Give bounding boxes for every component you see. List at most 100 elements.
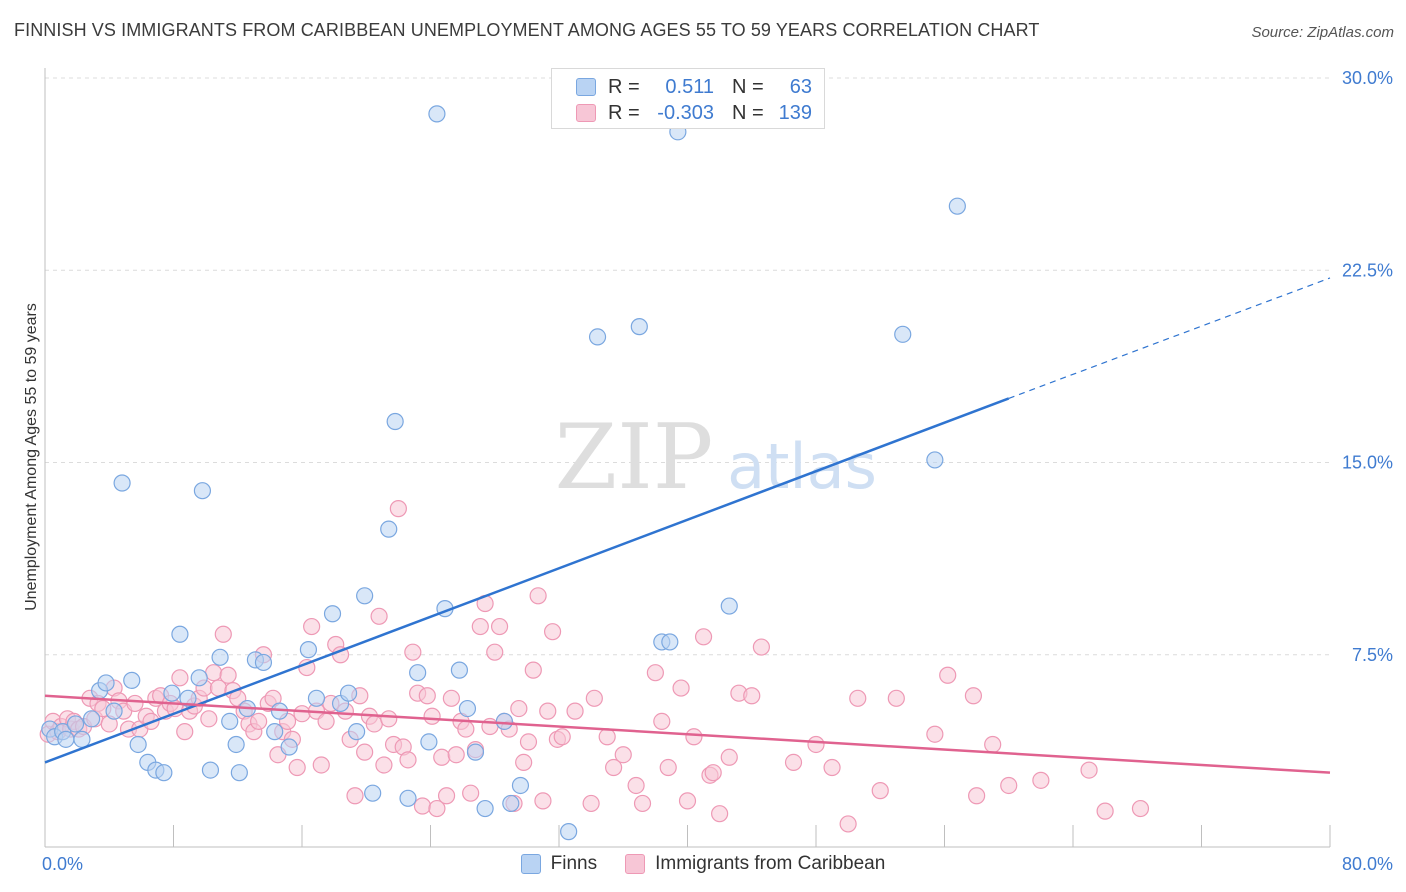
caribbean-point xyxy=(437,787,456,805)
finns-point xyxy=(495,712,513,730)
caribbean-point xyxy=(939,666,957,684)
finns-point xyxy=(511,776,530,795)
caribbean-point xyxy=(582,794,600,813)
y-axis-title: Unemployment Among Ages 55 to 59 years xyxy=(23,303,40,611)
y-tick-label: 30.0% xyxy=(1342,68,1393,88)
gridlines xyxy=(45,77,1330,656)
legend-item-caribbean[interactable]: Immigrants from Caribbean xyxy=(625,853,885,875)
finns-point xyxy=(661,633,679,651)
finns-point xyxy=(323,605,342,623)
chart-title: FINNISH VS IMMIGRANTS FROM CARIBBEAN UNE… xyxy=(14,20,1040,40)
caribbean-point xyxy=(524,661,542,679)
finns-point xyxy=(171,625,189,643)
caribbean-point xyxy=(1080,761,1098,779)
caribbean-point xyxy=(380,710,398,728)
caribbean-point xyxy=(515,753,533,772)
finns-point xyxy=(409,664,427,682)
trend-lines xyxy=(44,277,1331,774)
finns-point xyxy=(190,669,208,687)
finns-point xyxy=(948,197,966,215)
finns-point xyxy=(179,689,197,707)
finns-point xyxy=(364,784,382,802)
finns-point xyxy=(926,451,944,469)
finns-point xyxy=(339,684,358,702)
finns-point xyxy=(82,710,101,728)
caribbean-point xyxy=(293,705,311,723)
caribbean-point xyxy=(711,805,729,823)
caribbean-point xyxy=(312,756,330,774)
legend-row-finns: R = 0.511 N = 63 xyxy=(576,74,812,100)
caribbean-point xyxy=(605,758,623,777)
finns-legend-swatch xyxy=(520,854,541,874)
caribbean-point xyxy=(529,587,547,605)
caribbean-point xyxy=(984,735,1002,754)
finns-point xyxy=(386,412,404,431)
caribbean-point xyxy=(633,794,652,813)
caribbean-point xyxy=(418,687,436,705)
caribbean-point xyxy=(250,712,268,730)
caribbean-point xyxy=(370,607,388,625)
caribbean-point xyxy=(428,799,446,818)
finns-point xyxy=(230,764,248,782)
caribbean-point xyxy=(205,664,223,682)
finns-point xyxy=(221,712,239,730)
legend-r-label: R = xyxy=(608,101,640,124)
caribbean-point xyxy=(457,720,475,738)
caribbean-point xyxy=(743,687,761,705)
watermark-zip: ZIP xyxy=(555,405,714,510)
watermark-atlas: atlas xyxy=(727,430,877,503)
finns-point xyxy=(299,641,318,659)
finns-points xyxy=(41,105,966,841)
caribbean-point xyxy=(659,758,677,777)
finns-point xyxy=(420,733,438,751)
caribbean-point xyxy=(375,756,393,774)
caribbean-point xyxy=(968,787,986,805)
caribbean-point xyxy=(553,728,571,746)
caribbean-point xyxy=(404,643,422,661)
caribbean-point xyxy=(598,728,616,746)
finns-point xyxy=(560,823,578,841)
finns-point xyxy=(476,799,494,818)
caribbean-point xyxy=(356,743,374,761)
caribbean-point xyxy=(389,500,407,518)
caribbean-point xyxy=(176,723,194,741)
caribbean-point xyxy=(1032,771,1050,789)
finns-point xyxy=(227,735,245,754)
finns-point xyxy=(123,671,141,689)
x-tick-labels: 0.0% 80.0% xyxy=(42,854,1393,874)
caribbean-point xyxy=(303,617,321,636)
caribbean-point xyxy=(539,702,557,720)
caribbean-point xyxy=(490,617,509,636)
legend-r-value: 0.511 xyxy=(665,75,714,98)
finns-point xyxy=(428,105,446,123)
y-tick-labels: 7.5% 15.0% 22.5% 30.0% xyxy=(1342,68,1393,665)
finns-point xyxy=(630,318,648,336)
finns-point xyxy=(113,474,131,492)
finns-point xyxy=(193,482,212,500)
caribbean-point xyxy=(566,702,584,720)
axes xyxy=(44,68,1331,848)
chart-source: Source: ZipAtlas.com xyxy=(1251,24,1394,41)
finns-point xyxy=(466,743,485,761)
finns-swatch xyxy=(576,78,596,96)
caribbean-point xyxy=(534,792,552,810)
legend-row-caribbean: R = -0.303 N = 139 xyxy=(576,100,812,126)
caribbean-points xyxy=(39,500,1150,833)
caribbean-point xyxy=(510,699,528,718)
caribbean-point xyxy=(399,751,417,769)
caribbean-point xyxy=(823,758,841,777)
finns-point xyxy=(129,735,147,754)
legend-item-finns[interactable]: Finns xyxy=(520,853,597,875)
caribbean-point xyxy=(964,687,983,705)
caribbean-point xyxy=(462,784,480,802)
caribbean-legend-label: Immigrants from Caribbean xyxy=(655,853,886,874)
finns-trend-line xyxy=(44,397,1010,764)
finns-point xyxy=(155,764,173,782)
caribbean-point xyxy=(807,735,825,754)
caribbean-point xyxy=(171,669,189,687)
finns-point xyxy=(73,730,91,748)
caribbean-point xyxy=(839,815,857,833)
caribbean-point xyxy=(317,712,335,730)
y-tick-label: 22.5% xyxy=(1342,260,1393,280)
